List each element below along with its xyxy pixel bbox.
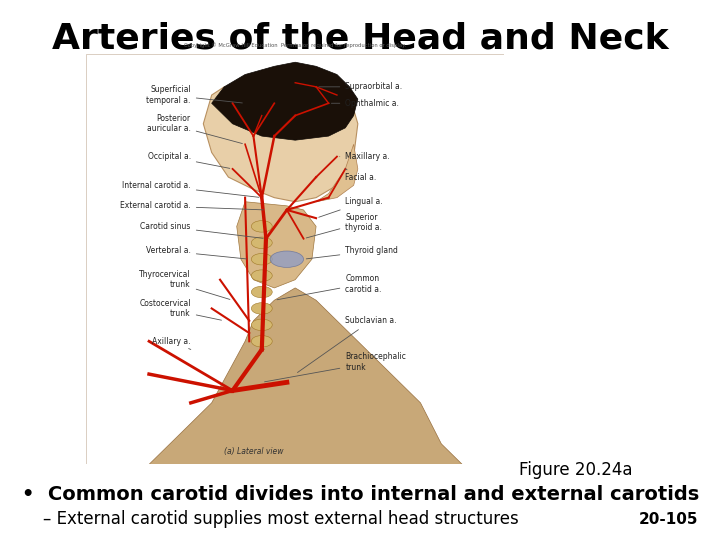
Ellipse shape bbox=[251, 237, 272, 248]
Ellipse shape bbox=[251, 319, 272, 330]
Text: Superior
thyroid a.: Superior thyroid a. bbox=[306, 213, 382, 238]
Text: Superficial
temporal a.: Superficial temporal a. bbox=[146, 85, 243, 105]
Polygon shape bbox=[316, 144, 358, 202]
Text: Axillary a.: Axillary a. bbox=[153, 337, 191, 349]
Ellipse shape bbox=[251, 221, 272, 232]
Text: Thyrocervical
trunk: Thyrocervical trunk bbox=[139, 270, 230, 300]
Text: Thyroid gland: Thyroid gland bbox=[306, 246, 398, 259]
Text: Carotid sinus: Carotid sinus bbox=[140, 222, 264, 238]
Polygon shape bbox=[212, 62, 358, 140]
Ellipse shape bbox=[251, 286, 272, 298]
Ellipse shape bbox=[270, 251, 304, 267]
Text: Figure 20.24a: Figure 20.24a bbox=[519, 461, 633, 479]
Polygon shape bbox=[149, 288, 462, 464]
Text: Internal carotid a.: Internal carotid a. bbox=[122, 181, 259, 197]
Text: Facial a.: Facial a. bbox=[346, 169, 377, 181]
Text: 20-105: 20-105 bbox=[639, 512, 698, 527]
Ellipse shape bbox=[251, 303, 272, 314]
Text: Supraorbital a.: Supraorbital a. bbox=[319, 82, 402, 91]
Ellipse shape bbox=[251, 253, 272, 265]
Text: Maxillary a.: Maxillary a. bbox=[340, 152, 390, 161]
Text: Lingual a.: Lingual a. bbox=[319, 197, 383, 217]
Text: – External carotid supplies most external head structures: – External carotid supplies most externa… bbox=[43, 510, 519, 529]
Text: External carotid a.: External carotid a. bbox=[120, 201, 264, 211]
Text: Copyright © McGraw-Hill Education  Permission required for reproduction or displ: Copyright © McGraw-Hill Education Permis… bbox=[184, 42, 406, 48]
Text: Occipital a.: Occipital a. bbox=[148, 152, 230, 168]
Ellipse shape bbox=[251, 335, 272, 347]
Text: Vertebral a.: Vertebral a. bbox=[146, 246, 246, 259]
Text: Brachiocephalic
trunk: Brachiocephalic trunk bbox=[264, 352, 406, 382]
Ellipse shape bbox=[251, 270, 272, 281]
Text: Common
carotid a.: Common carotid a. bbox=[277, 274, 382, 300]
Text: (a) Lateral view: (a) Lateral view bbox=[224, 447, 283, 456]
Text: Subclavian a.: Subclavian a. bbox=[297, 316, 397, 373]
Text: Costocervical
trunk: Costocervical trunk bbox=[139, 299, 222, 320]
Text: •  Common carotid divides into internal and external carotids: • Common carotid divides into internal a… bbox=[22, 484, 699, 504]
Polygon shape bbox=[237, 202, 316, 288]
Text: Posterior
auricular a.: Posterior auricular a. bbox=[147, 114, 243, 144]
Polygon shape bbox=[203, 66, 358, 202]
Text: Ophthalmic a.: Ophthalmic a. bbox=[331, 99, 399, 108]
Text: Arteries of the Head and Neck: Arteries of the Head and Neck bbox=[52, 22, 668, 56]
